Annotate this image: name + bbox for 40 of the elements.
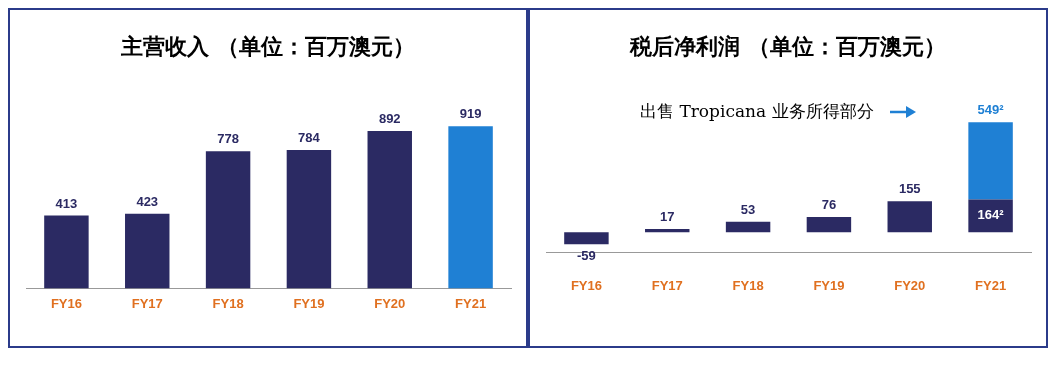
chart-title: 税后净利润 （单位：百万澳元） (628, 33, 947, 61)
x-tick-label: FY20 (374, 295, 406, 311)
bar (367, 131, 412, 289)
chart-title: 主营收入 （单位：百万澳元） (120, 33, 416, 61)
data-label: 155 (898, 181, 921, 197)
bar (968, 122, 1013, 200)
bar (205, 151, 251, 289)
x-tick-label: FY20 (894, 277, 926, 293)
bar (125, 213, 170, 289)
data-label: 919 (459, 106, 482, 122)
data-label: 778 (217, 131, 239, 147)
x-tick-label: FY19 (813, 277, 845, 293)
x-tick-label: FY19 (293, 295, 325, 311)
x-tick-label: FY17 (131, 295, 163, 311)
bar (806, 217, 852, 233)
data-label: 53 (740, 201, 756, 217)
data-label: 164² (977, 206, 1005, 222)
data-label: 17 (660, 209, 675, 225)
x-tick-label: FY21 (455, 295, 487, 311)
x-tick-label: FY16 (570, 277, 602, 293)
data-label: -59 (577, 248, 596, 264)
data-label: 423 (136, 193, 159, 209)
bar (968, 199, 1013, 233)
bar (564, 232, 609, 245)
data-label: 76 (821, 197, 837, 213)
bar (286, 150, 332, 289)
total-label: 549² (977, 102, 1005, 118)
data-label: 892 (378, 111, 401, 127)
x-tick-label: FY18 (732, 277, 764, 293)
x-tick-label: FY18 (212, 295, 244, 311)
bar (44, 215, 89, 289)
text: 出售 Tropicana 业务所得部分 (640, 100, 874, 123)
bar (725, 221, 771, 233)
bar (448, 126, 493, 289)
x-tick-label: FY21 (975, 277, 1007, 293)
bar (887, 201, 932, 233)
data-label: 413 (55, 195, 78, 211)
data-label: 784 (298, 130, 321, 146)
x-tick-label: FY17 (651, 277, 683, 293)
x-tick-label: FY16 (50, 295, 82, 311)
